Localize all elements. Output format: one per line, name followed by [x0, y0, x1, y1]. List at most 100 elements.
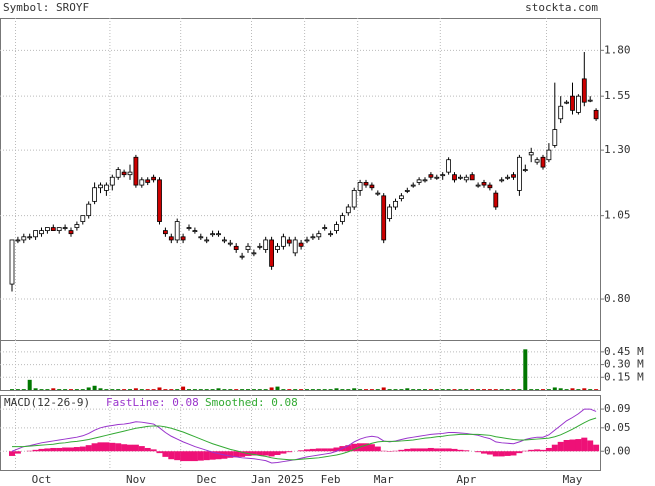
x-tick-label: May — [563, 473, 583, 486]
histogram-bar — [422, 448, 428, 452]
panel-frame — [0, 340, 601, 391]
histogram-bar — [363, 443, 369, 452]
histogram-bar — [103, 442, 110, 452]
candle-body — [457, 176, 463, 179]
histogram-bar — [569, 439, 576, 452]
x-tick-label: Feb — [321, 473, 341, 486]
volume-bar — [340, 389, 345, 390]
histogram-bar — [227, 451, 234, 458]
histogram-bar — [44, 448, 51, 452]
volume-bar — [305, 389, 309, 390]
histogram-bar — [451, 448, 458, 452]
volume-bar — [346, 389, 351, 390]
candle-body — [499, 179, 505, 182]
volume-bar — [116, 389, 121, 390]
volume-bar — [440, 389, 445, 390]
candle-body — [109, 176, 115, 186]
volume-bar — [216, 388, 221, 390]
volume-bar — [316, 389, 321, 390]
x-tick-label: Nov — [126, 473, 146, 486]
candle-body — [50, 227, 56, 232]
volume-bar — [98, 388, 103, 390]
volume-bar — [110, 389, 115, 390]
histogram-bar — [351, 443, 358, 452]
y-tick-label: 1.05 — [604, 209, 631, 222]
histogram-bar — [150, 449, 157, 452]
volume-bar — [228, 389, 233, 390]
volume-bar — [352, 388, 357, 390]
candle-body — [221, 239, 227, 242]
candle-body — [440, 174, 446, 177]
candle-body — [115, 169, 121, 178]
histogram-bar — [398, 449, 405, 452]
volume-bar — [187, 389, 191, 390]
volume-bar — [358, 389, 363, 390]
volume-bar — [192, 389, 197, 390]
candle-body — [21, 236, 27, 241]
histogram-bar — [581, 437, 588, 452]
y-tick-label: 0.05 — [604, 421, 631, 434]
candle-body — [475, 184, 481, 187]
histogram-bar — [304, 449, 310, 452]
candle-body — [263, 239, 269, 250]
candle-body — [174, 221, 180, 241]
y-tick-label: 0.80 — [604, 292, 631, 305]
volume-bar — [310, 389, 315, 390]
x-tick-label: Apr — [456, 473, 476, 486]
histogram-bar — [162, 451, 169, 457]
candle-body — [375, 192, 381, 195]
volume-bar — [287, 389, 292, 390]
volume-bar — [328, 389, 333, 390]
volume-bar — [499, 389, 504, 390]
source: stockta.com — [525, 1, 598, 14]
volume-bar — [257, 389, 262, 390]
volume-bar — [434, 389, 439, 390]
candle-body — [280, 236, 286, 247]
candle-body — [98, 184, 103, 189]
candle-body — [180, 236, 186, 241]
candle-body — [251, 252, 257, 255]
volume-bar — [57, 389, 62, 390]
histogram-bar — [280, 451, 287, 454]
candle-body — [298, 242, 304, 247]
volume-bar — [446, 389, 451, 390]
candle-body — [162, 230, 168, 235]
candle-body — [546, 149, 552, 161]
candle-body — [387, 206, 393, 219]
histogram-bar — [256, 451, 263, 456]
histogram-bar — [197, 451, 204, 461]
volume-bar — [63, 389, 68, 390]
candle-body — [186, 227, 192, 229]
volume-bar — [423, 389, 427, 390]
volume-bar — [511, 389, 516, 390]
volume-bar — [139, 389, 144, 390]
histogram-bar — [416, 448, 423, 452]
histogram-bar — [239, 451, 246, 457]
volume-bar — [552, 387, 557, 390]
histogram-bar — [127, 444, 133, 452]
volume-bar — [405, 388, 410, 390]
candle-body — [151, 176, 157, 181]
volume-bar — [21, 389, 26, 390]
macd-line — [11, 408, 597, 464]
candle-body — [357, 182, 363, 191]
volume-bar — [39, 389, 44, 390]
volume-bar — [293, 389, 298, 390]
histogram-bar — [439, 448, 446, 452]
histogram-bar — [9, 451, 15, 456]
volume-bar — [476, 389, 481, 390]
histogram-bar — [557, 441, 564, 452]
histogram-bar — [68, 447, 74, 452]
histogram-bar — [262, 451, 269, 456]
volume-bar — [275, 386, 280, 390]
histogram-bar — [545, 447, 552, 452]
candle-body — [9, 239, 15, 285]
volume-bar — [104, 389, 109, 390]
histogram-bar — [587, 440, 594, 452]
histogram-bar — [180, 451, 187, 462]
candle-body — [239, 255, 245, 258]
y-tick-label: 0.00 — [604, 444, 631, 457]
candle-body — [227, 242, 233, 245]
volume-bar — [151, 389, 156, 390]
volume-bar — [157, 387, 162, 390]
